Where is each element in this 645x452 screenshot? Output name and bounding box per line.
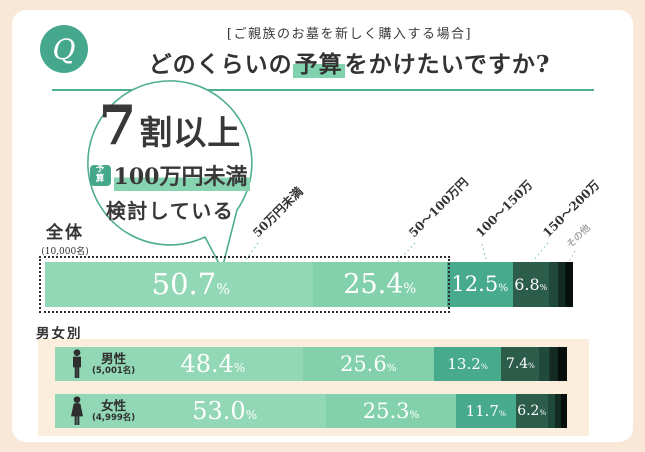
callout-line3: 検討している [105,199,235,223]
bar-segment-0: 53.0% [55,394,327,428]
female-bar-row: 53.0% 25.3% 11.7% 6.2% 女性 (4,999名) [55,394,567,428]
bar-segment-3: 7.4% [501,347,540,381]
callout-amount: 100万円未満 [113,159,251,191]
callout-number: 7 [98,93,138,157]
male-bar: 48.4% 25.6% 13.2% 7.4% [55,347,567,381]
overall-bar-row: 50.7% 25.4% 12.5% 6.8% [39,256,573,313]
male-bar-row: 48.4% 25.6% 13.2% 7.4% 男性 (5,001名) [55,347,567,381]
divider-line [52,89,594,91]
bar-segment-3: 6.2% [515,394,548,428]
bar-segment-1: 25.6% [302,347,434,381]
bar-segment-3: 6.8% [512,262,549,307]
subtitle: [ご親族のお墓を新しく購入する場合] [226,27,473,42]
percent-label: 25.6% [339,351,397,376]
bar-segment-1: 25.4% [312,262,447,307]
male-sample-size: (5,001名) [92,366,136,377]
percent-label: 12.5% [451,272,509,296]
bar-segment-other [548,262,573,307]
bar-segment-2: 11.7% [455,394,516,428]
percent-label: 53.0% [192,397,258,425]
male-tag: 男性 (5,001名) [69,349,135,379]
q-letter: Q [52,32,76,66]
page-title: どのくらいの予算をかけたいですか? [74,45,625,79]
percent-label: 6.2% [517,403,547,419]
percent-label: 25.3% [362,398,420,423]
bar-segment-other [547,394,567,428]
female-tag: 女性 (4,999名) [69,396,135,426]
callout-line2: 予 算 100万円未満 [88,159,252,191]
female-bar: 53.0% 25.3% 11.7% 6.2% [55,394,567,428]
bar-segment-0: 50.7% [45,262,313,307]
female-sample-size: (4,999名) [92,413,136,424]
title-post: をかけたいですか? [344,51,551,78]
bar-segment-other [539,347,567,381]
callout-line1-rest: 割以上 [139,113,242,152]
overall-name: 全体 [46,223,84,243]
bar-segment-2: 12.5% [446,262,513,307]
overall-row-label: 全体 (10,000名) [34,218,96,257]
male-name: 男性 [101,351,127,367]
budget-badge: 予 算 [89,164,111,186]
percent-label: 6.8% [514,274,548,294]
percent-label: 11.7% [465,401,507,420]
callout-line1: 7 割以上 [88,93,252,157]
percent-label: 7.4% [505,356,535,372]
callout-bubble: 7 割以上 予 算 100万円未満 検討している [88,93,252,224]
percent-label: 50.7% [151,267,231,301]
overall-bar: 50.7% 25.4% 12.5% 6.8% [45,262,573,307]
female-icon [71,396,83,425]
overall-sample-size: (10,000名) [41,247,89,257]
title-highlight: 予算 [292,51,345,78]
bar-segment-0: 48.4% [55,347,303,381]
percent-label: 48.4% [180,350,246,378]
female-label-block: 女性 (4,999名) [92,398,135,423]
bar-segment-2: 13.2% [433,347,502,381]
female-name: 女性 [101,398,127,414]
percent-label: 25.4% [343,269,417,300]
bar-segment-1: 25.3% [326,394,456,428]
male-label-block: 男性 (5,001名) [92,351,135,376]
question-icon: Q [40,25,88,73]
gender-section-heading: 男女別 [36,326,83,342]
title-pre: どのくらいの [148,51,293,78]
header: [ご親族のお墓を新しく購入する場合] どのくらいの予算をかけたいですか? [74,23,625,79]
percent-label: 13.2% [447,354,488,373]
content-card: Q [ご親族のお墓を新しく購入する場合] どのくらいの予算をかけたいですか? [12,10,633,442]
male-icon [73,349,81,378]
